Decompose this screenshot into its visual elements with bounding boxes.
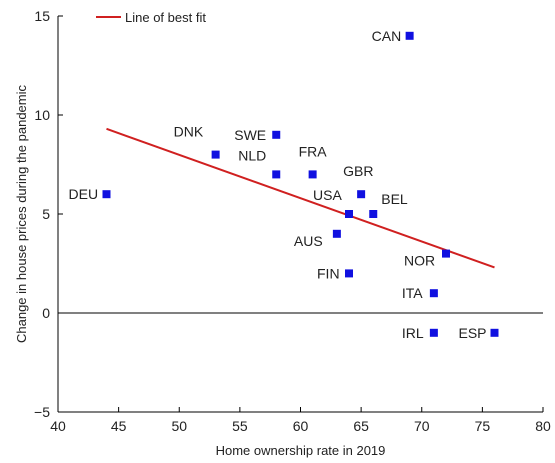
plot-frame <box>57 16 543 413</box>
label-ita: ITA <box>402 285 423 301</box>
label-nld: NLD <box>238 147 266 163</box>
label-aus: AUS <box>294 233 323 249</box>
line-of-best-fit <box>106 127 495 269</box>
label-esp: ESP <box>459 325 487 341</box>
label-gbr: GBR <box>343 163 373 179</box>
x-tick-label: 75 <box>475 418 491 434</box>
label-dnk: DNK <box>174 124 204 140</box>
y-tick-label: 5 <box>42 206 50 222</box>
point-deu <box>102 190 111 199</box>
x-tick-label: 55 <box>232 418 248 434</box>
y-tick-label: 0 <box>42 305 50 321</box>
label-bel: BEL <box>381 191 408 207</box>
point-bel <box>369 210 378 218</box>
point-nor <box>442 249 450 258</box>
point-gbr <box>357 190 366 199</box>
x-tick-label: 70 <box>414 418 430 434</box>
x-axis-title: Home ownership rate in 2019 <box>216 443 386 458</box>
x-tick-label: 60 <box>293 418 309 434</box>
x-tick-label: 50 <box>171 418 187 434</box>
y-tick-label: 10 <box>34 107 50 123</box>
x-tick-label: 65 <box>353 418 369 434</box>
label-swe: SWE <box>234 127 266 143</box>
x-ticks: 40 45 50 55 60 65 70 75 80 <box>50 407 551 434</box>
y-ticks: −5 0 5 10 15 <box>34 8 63 420</box>
x-tick-label: 45 <box>111 418 127 434</box>
point-fra <box>308 170 317 179</box>
label-irl: IRL <box>402 325 424 341</box>
point-nld <box>272 170 281 179</box>
x-tick-label: 40 <box>50 418 66 434</box>
y-tick-label: −5 <box>34 404 50 420</box>
legend-label: Line of best fit <box>125 10 206 25</box>
label-deu: DEU <box>69 186 99 202</box>
label-can: CAN <box>372 28 402 44</box>
label-fra: FRA <box>299 143 328 159</box>
point-esp <box>490 328 499 337</box>
point-can <box>405 31 414 40</box>
legend: Line of best fit <box>96 10 206 25</box>
point-fin <box>345 269 353 278</box>
point-ita <box>429 289 438 298</box>
point-labels: CAN DNK SWE NLD FRA GBR DEU USA BEL AUS NOR FIN ITA I… <box>69 28 487 341</box>
point-swe <box>272 130 281 139</box>
label-nor: NOR <box>404 253 435 269</box>
y-axis-title: Change in house prices during the pandem… <box>14 85 29 344</box>
data-points <box>102 31 499 337</box>
point-irl <box>429 328 438 337</box>
point-aus <box>332 229 341 238</box>
x-tick-label: 80 <box>535 418 551 434</box>
point-dnk <box>211 150 220 159</box>
y-tick-label: 15 <box>34 8 50 24</box>
label-usa: USA <box>313 187 342 203</box>
label-fin: FIN <box>317 265 340 281</box>
point-usa <box>345 210 353 218</box>
